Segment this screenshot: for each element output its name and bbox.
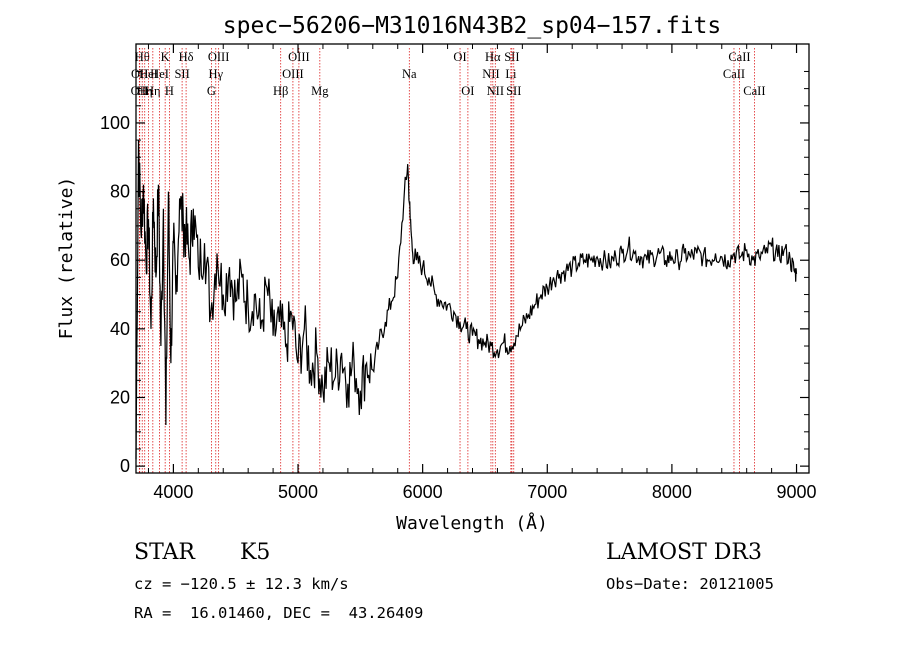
coordinates: RA = 16.01460, DEC = 43.26409: [134, 604, 424, 622]
x-tick-label-5000: 5000: [278, 482, 318, 502]
object-class: STAR: [134, 540, 195, 565]
line-label-g-11: G: [207, 84, 216, 98]
line-label-hδ-10: Hδ: [179, 50, 194, 64]
y-tick-label-60: 60: [110, 250, 130, 270]
line-label-h-8: H: [165, 84, 174, 98]
line-label-mg-17: Mg: [311, 84, 329, 98]
line-label-caii-28: CaII: [728, 50, 750, 64]
survey-name: LAMOST DR3: [606, 540, 762, 565]
x-axis-label: Wavelength (Å): [396, 512, 548, 534]
x-tick-label-4000: 4000: [153, 482, 193, 502]
x-tick-label-9000: 9000: [777, 482, 817, 502]
line-label-oiii-15: OIII: [282, 67, 304, 81]
line-label-oi-20: OI: [461, 84, 474, 98]
redshift-velocity: cz = −120.5 ± 12.3 km/s: [134, 575, 349, 593]
line-label-caii-29: CaII: [743, 84, 765, 98]
chart-title: spec−56206−M31016N43B2_sp04−157.fits: [223, 13, 722, 39]
line-label-caii-27: CaII: [723, 67, 745, 81]
line-label-sii-25: SII: [504, 50, 519, 64]
y-tick-label-20: 20: [110, 387, 130, 407]
spectrum-line: [135, 140, 798, 460]
y-tick-label-0: 0: [120, 456, 130, 476]
line-label-oiii-16: OIII: [288, 50, 310, 64]
line-label-na-18: Na: [402, 67, 417, 81]
line-label-oiii-13: OIII: [208, 50, 230, 64]
y-tick-label-40: 40: [110, 319, 130, 339]
line-label-li-24: Li: [505, 67, 517, 81]
spectral-line-markers: OIIOIIHθHηHeIHηHeIKHSIIHδGHγOIIIHβOIIIOI…: [131, 48, 766, 473]
object-subclass: K5: [240, 540, 271, 565]
y-tick-label-100: 100: [100, 113, 130, 133]
y-axis-label: Flux (relative): [56, 177, 77, 340]
line-label-hθ-2: Hθ: [135, 50, 150, 64]
y-tick-label-80: 80: [110, 182, 130, 202]
line-label-hα-22: Hα: [485, 50, 501, 64]
line-label-hβ-14: Hβ: [273, 84, 288, 98]
line-label-oi-19: OI: [453, 50, 466, 64]
line-label-k-7: K: [161, 50, 170, 64]
x-tick-label-8000: 8000: [652, 482, 692, 502]
axis-ticks: 4000 5000 6000 7000 8000 9000 0 20 40 60 80 100: [100, 44, 817, 502]
line-label-hei-6: HeI: [150, 67, 169, 81]
plot-frame: [135, 43, 810, 474]
line-label-hη-5: Hη: [145, 84, 161, 98]
line-label-nii-21: NII: [482, 67, 499, 81]
line-label-nii-23: NII: [487, 84, 504, 98]
x-tick-label-7000: 7000: [527, 482, 567, 502]
observation-date: Obs−Date: 20121005: [606, 575, 774, 593]
x-tick-label-6000: 6000: [403, 482, 443, 502]
line-label-sii-26: SII: [506, 84, 521, 98]
line-label-sii-9: SII: [174, 67, 189, 81]
line-label-hγ-12: Hγ: [208, 67, 223, 81]
